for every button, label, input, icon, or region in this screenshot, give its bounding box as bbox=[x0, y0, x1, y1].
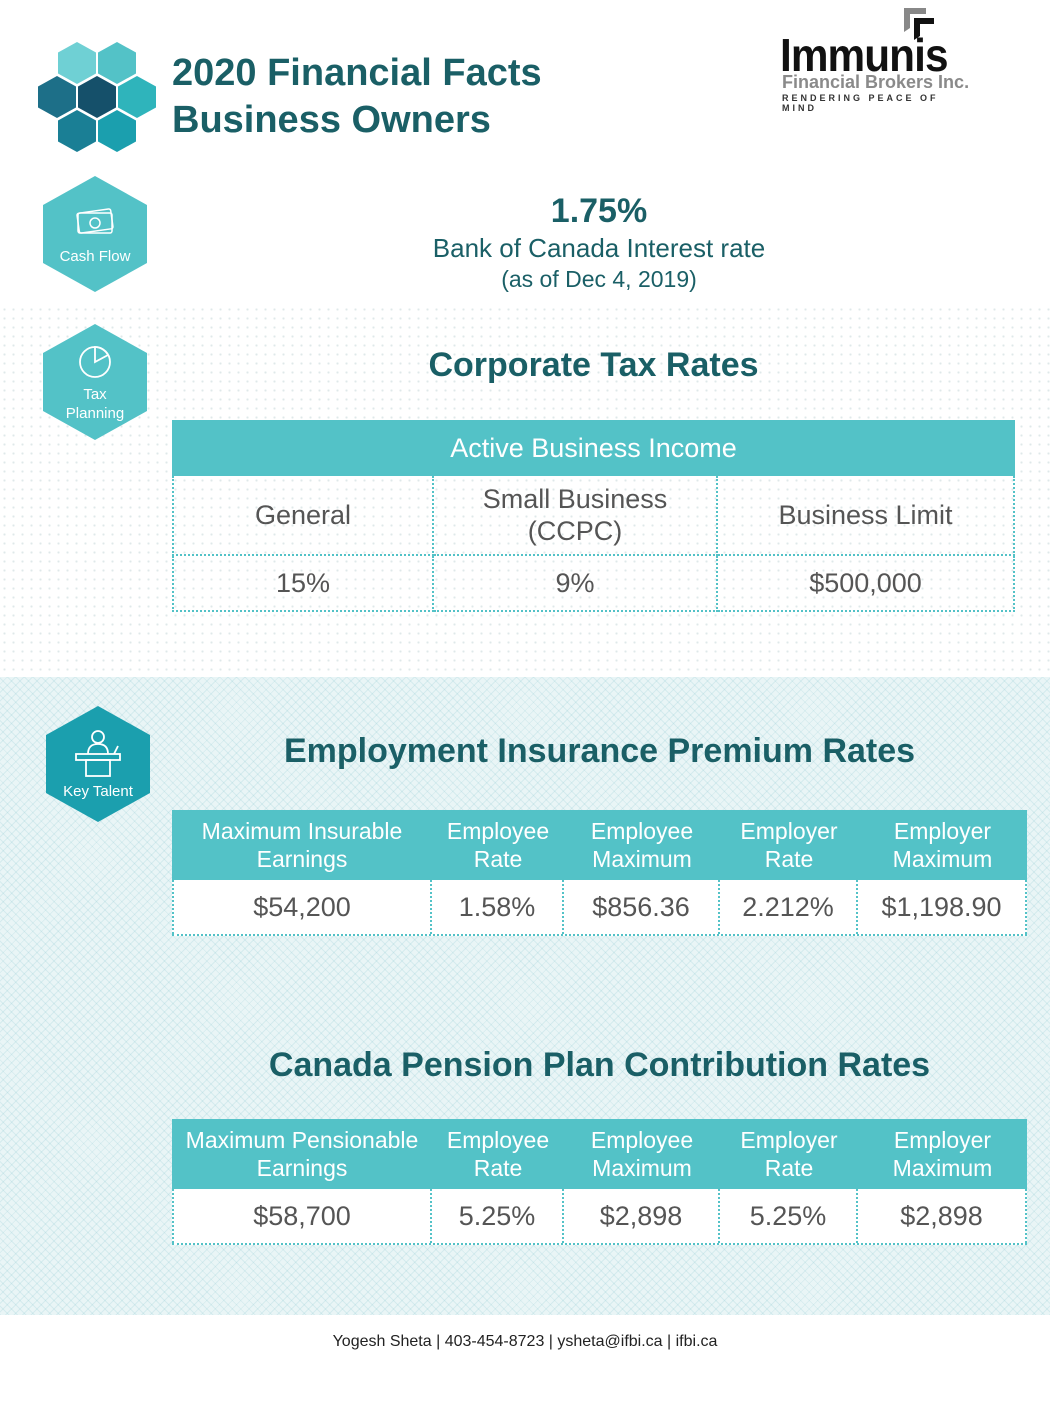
ei-value-row: $54,200 1.58% $856.36 2.212% $1,198.90 bbox=[172, 880, 1027, 936]
column-header: Employer Maximum bbox=[892, 818, 993, 872]
tax-planning-label-2: Planning bbox=[65, 405, 125, 422]
table-cell: 1.58% bbox=[432, 880, 564, 934]
column-header: Employer Rate bbox=[740, 818, 838, 872]
cpp-header-row: Maximum Pensionable Earnings Employee Ra… bbox=[172, 1119, 1027, 1189]
cash-flow-label: Cash Flow bbox=[59, 247, 131, 265]
cash-flow-badge: Cash Flow bbox=[43, 176, 147, 292]
table-cell: $500,000 bbox=[718, 556, 1015, 612]
page-title: 2020 Financial Facts Business Owners bbox=[172, 50, 542, 144]
table-cell: 5.25% bbox=[432, 1189, 564, 1243]
podium-icon bbox=[75, 729, 121, 777]
hex-cluster-icon bbox=[38, 40, 160, 155]
title-line-1: 2020 Financial Facts bbox=[172, 52, 542, 94]
cpp-table: Maximum Pensionable Earnings Employee Ra… bbox=[172, 1119, 1027, 1245]
tax-planning-label-1: Tax bbox=[83, 386, 107, 403]
corporate-tax-title: Corporate Tax Rates bbox=[428, 346, 759, 384]
cpp-value-row: $58,700 5.25% $2,898 5.25% $2,898 bbox=[172, 1189, 1027, 1245]
table-cell: $856.36 bbox=[564, 880, 720, 934]
column-header: Employee Maximum bbox=[590, 1127, 694, 1181]
key-talent-label: Key Talent bbox=[63, 782, 133, 800]
corporate-section-bg bbox=[0, 305, 1050, 677]
column-header: Employee Rate bbox=[446, 1127, 550, 1181]
corporate-tax-table: Active Business Income General Small Bus… bbox=[172, 420, 1015, 612]
table-cell: 15% bbox=[172, 556, 434, 612]
title-line-2: Business Owners bbox=[172, 99, 491, 141]
corporate-table-header: Active Business Income bbox=[172, 420, 1015, 476]
column-header: Employer Rate bbox=[740, 1127, 838, 1181]
tax-planning-badge: Tax Planning bbox=[43, 324, 147, 440]
logo-tagline: RENDERING PEACE OF MIND bbox=[782, 93, 939, 113]
column-header: Maximum Pensionable Earnings bbox=[185, 1127, 419, 1181]
table-cell: $2,898 bbox=[564, 1189, 720, 1243]
footer-contact: Yogesh Sheta | 403-454-8723 | ysheta@ifb… bbox=[332, 1333, 718, 1350]
cash-icon bbox=[76, 207, 114, 234]
column-header: Employer Maximum bbox=[892, 1127, 993, 1181]
ei-title: Employment Insurance Premium Rates bbox=[283, 732, 916, 770]
table-cell: $58,700 bbox=[172, 1189, 432, 1243]
table-cell: 9% bbox=[434, 556, 718, 612]
column-header: Business Limit bbox=[718, 476, 1015, 556]
corporate-value-row: 15% 9% $500,000 bbox=[172, 556, 1015, 612]
ei-table: Maximum Insurable Earnings Employee Rate… bbox=[172, 810, 1027, 936]
table-cell: 5.25% bbox=[720, 1189, 858, 1243]
column-header: Small Business (CCPC) bbox=[434, 476, 718, 556]
pie-chart-icon bbox=[79, 346, 111, 378]
column-header: Employee Rate bbox=[446, 818, 550, 872]
logo-name: Immunis bbox=[780, 29, 949, 81]
logo-mark-icon bbox=[904, 8, 934, 40]
interest-rate-label: Bank of Canada Interest rate bbox=[432, 233, 766, 263]
logo-subtitle: Financial Brokers Inc. bbox=[782, 72, 970, 92]
cpp-title: Canada Pension Plan Contribution Rates bbox=[268, 1046, 931, 1084]
company-logo: Immunis Financial Brokers Inc. RENDERING… bbox=[780, 8, 970, 113]
column-header: General bbox=[172, 476, 434, 556]
column-header: Employee Maximum bbox=[590, 818, 694, 872]
ei-header-row: Maximum Insurable Earnings Employee Rate… bbox=[172, 810, 1027, 880]
interest-rate-date: (as of Dec 4, 2019) bbox=[501, 266, 697, 292]
table-cell: $2,898 bbox=[858, 1189, 1027, 1243]
table-cell: $54,200 bbox=[172, 880, 432, 934]
table-cell: 2.212% bbox=[720, 880, 858, 934]
table-cell: $1,198.90 bbox=[858, 880, 1027, 934]
column-header: Maximum Insurable Earnings bbox=[201, 818, 403, 872]
interest-rate-block: 1.75% Bank of Canada Interest rate (as o… bbox=[400, 190, 798, 294]
interest-rate-value: 1.75% bbox=[550, 192, 648, 230]
corporate-header-row: General Small Business (CCPC) Business L… bbox=[172, 476, 1015, 556]
